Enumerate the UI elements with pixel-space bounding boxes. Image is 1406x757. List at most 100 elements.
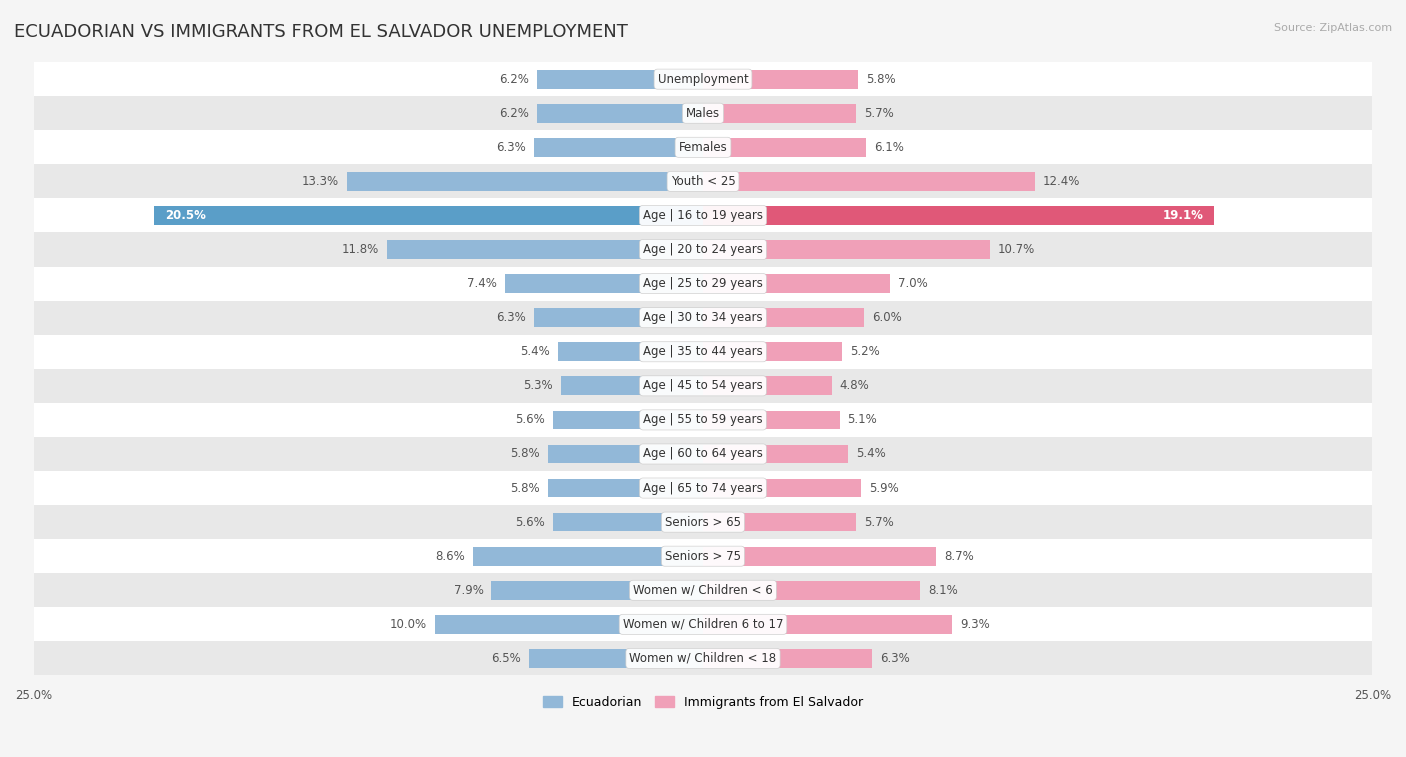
Bar bbox=[34, 301, 1372, 335]
Text: 7.4%: 7.4% bbox=[467, 277, 496, 290]
Bar bbox=[703, 308, 863, 327]
Bar bbox=[703, 649, 872, 668]
Bar bbox=[561, 376, 703, 395]
Bar bbox=[703, 172, 1035, 191]
Bar bbox=[34, 130, 1372, 164]
Bar bbox=[703, 376, 831, 395]
Text: 6.3%: 6.3% bbox=[496, 141, 526, 154]
Bar bbox=[34, 539, 1372, 573]
Text: 6.3%: 6.3% bbox=[496, 311, 526, 324]
Text: Source: ZipAtlas.com: Source: ZipAtlas.com bbox=[1274, 23, 1392, 33]
Text: 4.8%: 4.8% bbox=[839, 379, 869, 392]
Text: 6.1%: 6.1% bbox=[875, 141, 904, 154]
Bar bbox=[472, 547, 703, 565]
Bar bbox=[505, 274, 703, 293]
Bar bbox=[534, 138, 703, 157]
Bar bbox=[703, 274, 890, 293]
Text: 5.4%: 5.4% bbox=[856, 447, 886, 460]
Text: Age | 16 to 19 years: Age | 16 to 19 years bbox=[643, 209, 763, 222]
Text: 6.5%: 6.5% bbox=[491, 652, 520, 665]
Bar bbox=[558, 342, 703, 361]
Legend: Ecuadorian, Immigrants from El Salvador: Ecuadorian, Immigrants from El Salvador bbox=[538, 691, 868, 714]
Text: 10.7%: 10.7% bbox=[997, 243, 1035, 256]
Text: 19.1%: 19.1% bbox=[1163, 209, 1204, 222]
Text: 5.7%: 5.7% bbox=[863, 516, 893, 528]
Bar bbox=[34, 437, 1372, 471]
Bar bbox=[34, 471, 1372, 505]
Text: 10.0%: 10.0% bbox=[389, 618, 427, 631]
Text: Unemployment: Unemployment bbox=[658, 73, 748, 86]
Bar bbox=[492, 581, 703, 600]
Text: 7.9%: 7.9% bbox=[454, 584, 484, 597]
Text: 5.1%: 5.1% bbox=[848, 413, 877, 426]
Bar bbox=[34, 369, 1372, 403]
Bar bbox=[703, 478, 860, 497]
Text: 9.3%: 9.3% bbox=[960, 618, 990, 631]
Text: Age | 65 to 74 years: Age | 65 to 74 years bbox=[643, 481, 763, 494]
Bar bbox=[34, 96, 1372, 130]
Bar bbox=[703, 206, 1215, 225]
Bar bbox=[34, 164, 1372, 198]
Text: Seniors > 75: Seniors > 75 bbox=[665, 550, 741, 562]
Text: 5.6%: 5.6% bbox=[515, 516, 546, 528]
Text: 6.0%: 6.0% bbox=[872, 311, 901, 324]
Text: ECUADORIAN VS IMMIGRANTS FROM EL SALVADOR UNEMPLOYMENT: ECUADORIAN VS IMMIGRANTS FROM EL SALVADO… bbox=[14, 23, 628, 41]
Text: 5.4%: 5.4% bbox=[520, 345, 550, 358]
Text: 6.2%: 6.2% bbox=[499, 73, 529, 86]
Text: Males: Males bbox=[686, 107, 720, 120]
Bar bbox=[703, 138, 866, 157]
Text: Women w/ Children < 18: Women w/ Children < 18 bbox=[630, 652, 776, 665]
Text: Women w/ Children < 6: Women w/ Children < 6 bbox=[633, 584, 773, 597]
Text: 5.3%: 5.3% bbox=[523, 379, 553, 392]
Bar bbox=[703, 444, 848, 463]
Bar bbox=[537, 104, 703, 123]
Text: 5.8%: 5.8% bbox=[510, 481, 540, 494]
Text: 6.3%: 6.3% bbox=[880, 652, 910, 665]
Bar bbox=[703, 410, 839, 429]
Bar bbox=[703, 547, 936, 565]
Text: 20.5%: 20.5% bbox=[165, 209, 205, 222]
Bar bbox=[34, 403, 1372, 437]
Bar bbox=[34, 198, 1372, 232]
Bar bbox=[703, 615, 952, 634]
Text: Seniors > 65: Seniors > 65 bbox=[665, 516, 741, 528]
Bar bbox=[703, 581, 920, 600]
Bar bbox=[703, 70, 858, 89]
Text: Age | 45 to 54 years: Age | 45 to 54 years bbox=[643, 379, 763, 392]
Bar bbox=[548, 478, 703, 497]
Bar bbox=[34, 232, 1372, 266]
Bar bbox=[34, 607, 1372, 641]
Bar bbox=[553, 410, 703, 429]
Bar bbox=[529, 649, 703, 668]
Text: Age | 30 to 34 years: Age | 30 to 34 years bbox=[643, 311, 763, 324]
Bar bbox=[34, 573, 1372, 607]
Bar bbox=[553, 512, 703, 531]
Text: 5.9%: 5.9% bbox=[869, 481, 898, 494]
Bar bbox=[534, 308, 703, 327]
Bar bbox=[703, 240, 990, 259]
Text: 5.2%: 5.2% bbox=[851, 345, 880, 358]
Text: 5.7%: 5.7% bbox=[863, 107, 893, 120]
Text: 8.1%: 8.1% bbox=[928, 584, 957, 597]
Text: Women w/ Children 6 to 17: Women w/ Children 6 to 17 bbox=[623, 618, 783, 631]
Text: Age | 55 to 59 years: Age | 55 to 59 years bbox=[643, 413, 763, 426]
Bar bbox=[347, 172, 703, 191]
Bar bbox=[703, 104, 856, 123]
Text: Age | 60 to 64 years: Age | 60 to 64 years bbox=[643, 447, 763, 460]
Bar bbox=[34, 505, 1372, 539]
Bar bbox=[34, 641, 1372, 675]
Text: 5.8%: 5.8% bbox=[866, 73, 896, 86]
Bar bbox=[34, 335, 1372, 369]
Text: 13.3%: 13.3% bbox=[302, 175, 339, 188]
Bar bbox=[387, 240, 703, 259]
Text: Age | 25 to 29 years: Age | 25 to 29 years bbox=[643, 277, 763, 290]
Text: Age | 20 to 24 years: Age | 20 to 24 years bbox=[643, 243, 763, 256]
Text: 11.8%: 11.8% bbox=[342, 243, 380, 256]
Text: 5.8%: 5.8% bbox=[510, 447, 540, 460]
Text: 6.2%: 6.2% bbox=[499, 107, 529, 120]
Bar bbox=[34, 62, 1372, 96]
Text: 5.6%: 5.6% bbox=[515, 413, 546, 426]
Text: 8.7%: 8.7% bbox=[943, 550, 974, 562]
Bar bbox=[34, 266, 1372, 301]
Bar bbox=[548, 444, 703, 463]
